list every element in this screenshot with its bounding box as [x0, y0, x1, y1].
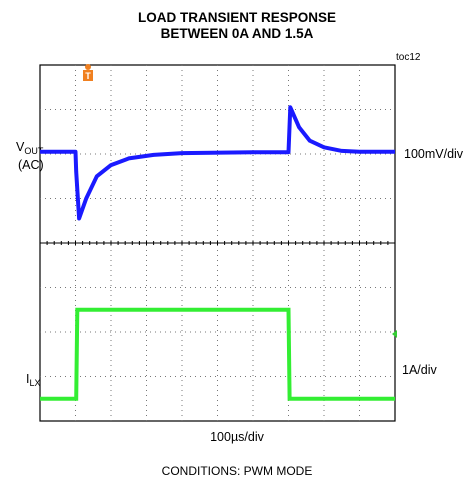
vout-ac-label: (AC) — [18, 158, 44, 172]
ilx-label-sub: LX — [29, 378, 41, 388]
vout-scale-label: 100mV/div — [404, 147, 464, 161]
conditions-note: CONDITIONS: PWM MODE — [161, 464, 313, 478]
chart-subtitle: BETWEEN 0A AND 1.5A — [160, 26, 314, 41]
trigger-dot — [85, 64, 91, 70]
grid — [39, 65, 396, 421]
vout-label-main: V — [16, 140, 25, 154]
vout-label: VOUT — [16, 141, 43, 158]
ilx-scale-label: 1A/div — [402, 363, 437, 377]
trigger-letter: T — [85, 71, 91, 81]
trigger-marker: T — [83, 64, 93, 81]
trigger-box — [83, 70, 93, 81]
chart-title: LOAD TRANSIENT RESPONSE — [137, 10, 337, 25]
x-axis-label: 100µs/div — [210, 430, 264, 444]
ilx-trace — [40, 307, 395, 401]
figure-tag: toc12 — [396, 52, 421, 63]
ilx-label-main: I — [26, 372, 30, 386]
vout-label-sub: OUT — [24, 146, 44, 156]
ground-marker — [392, 330, 397, 338]
ilx-label: ILX — [26, 373, 41, 390]
vout-trace — [40, 105, 395, 221]
